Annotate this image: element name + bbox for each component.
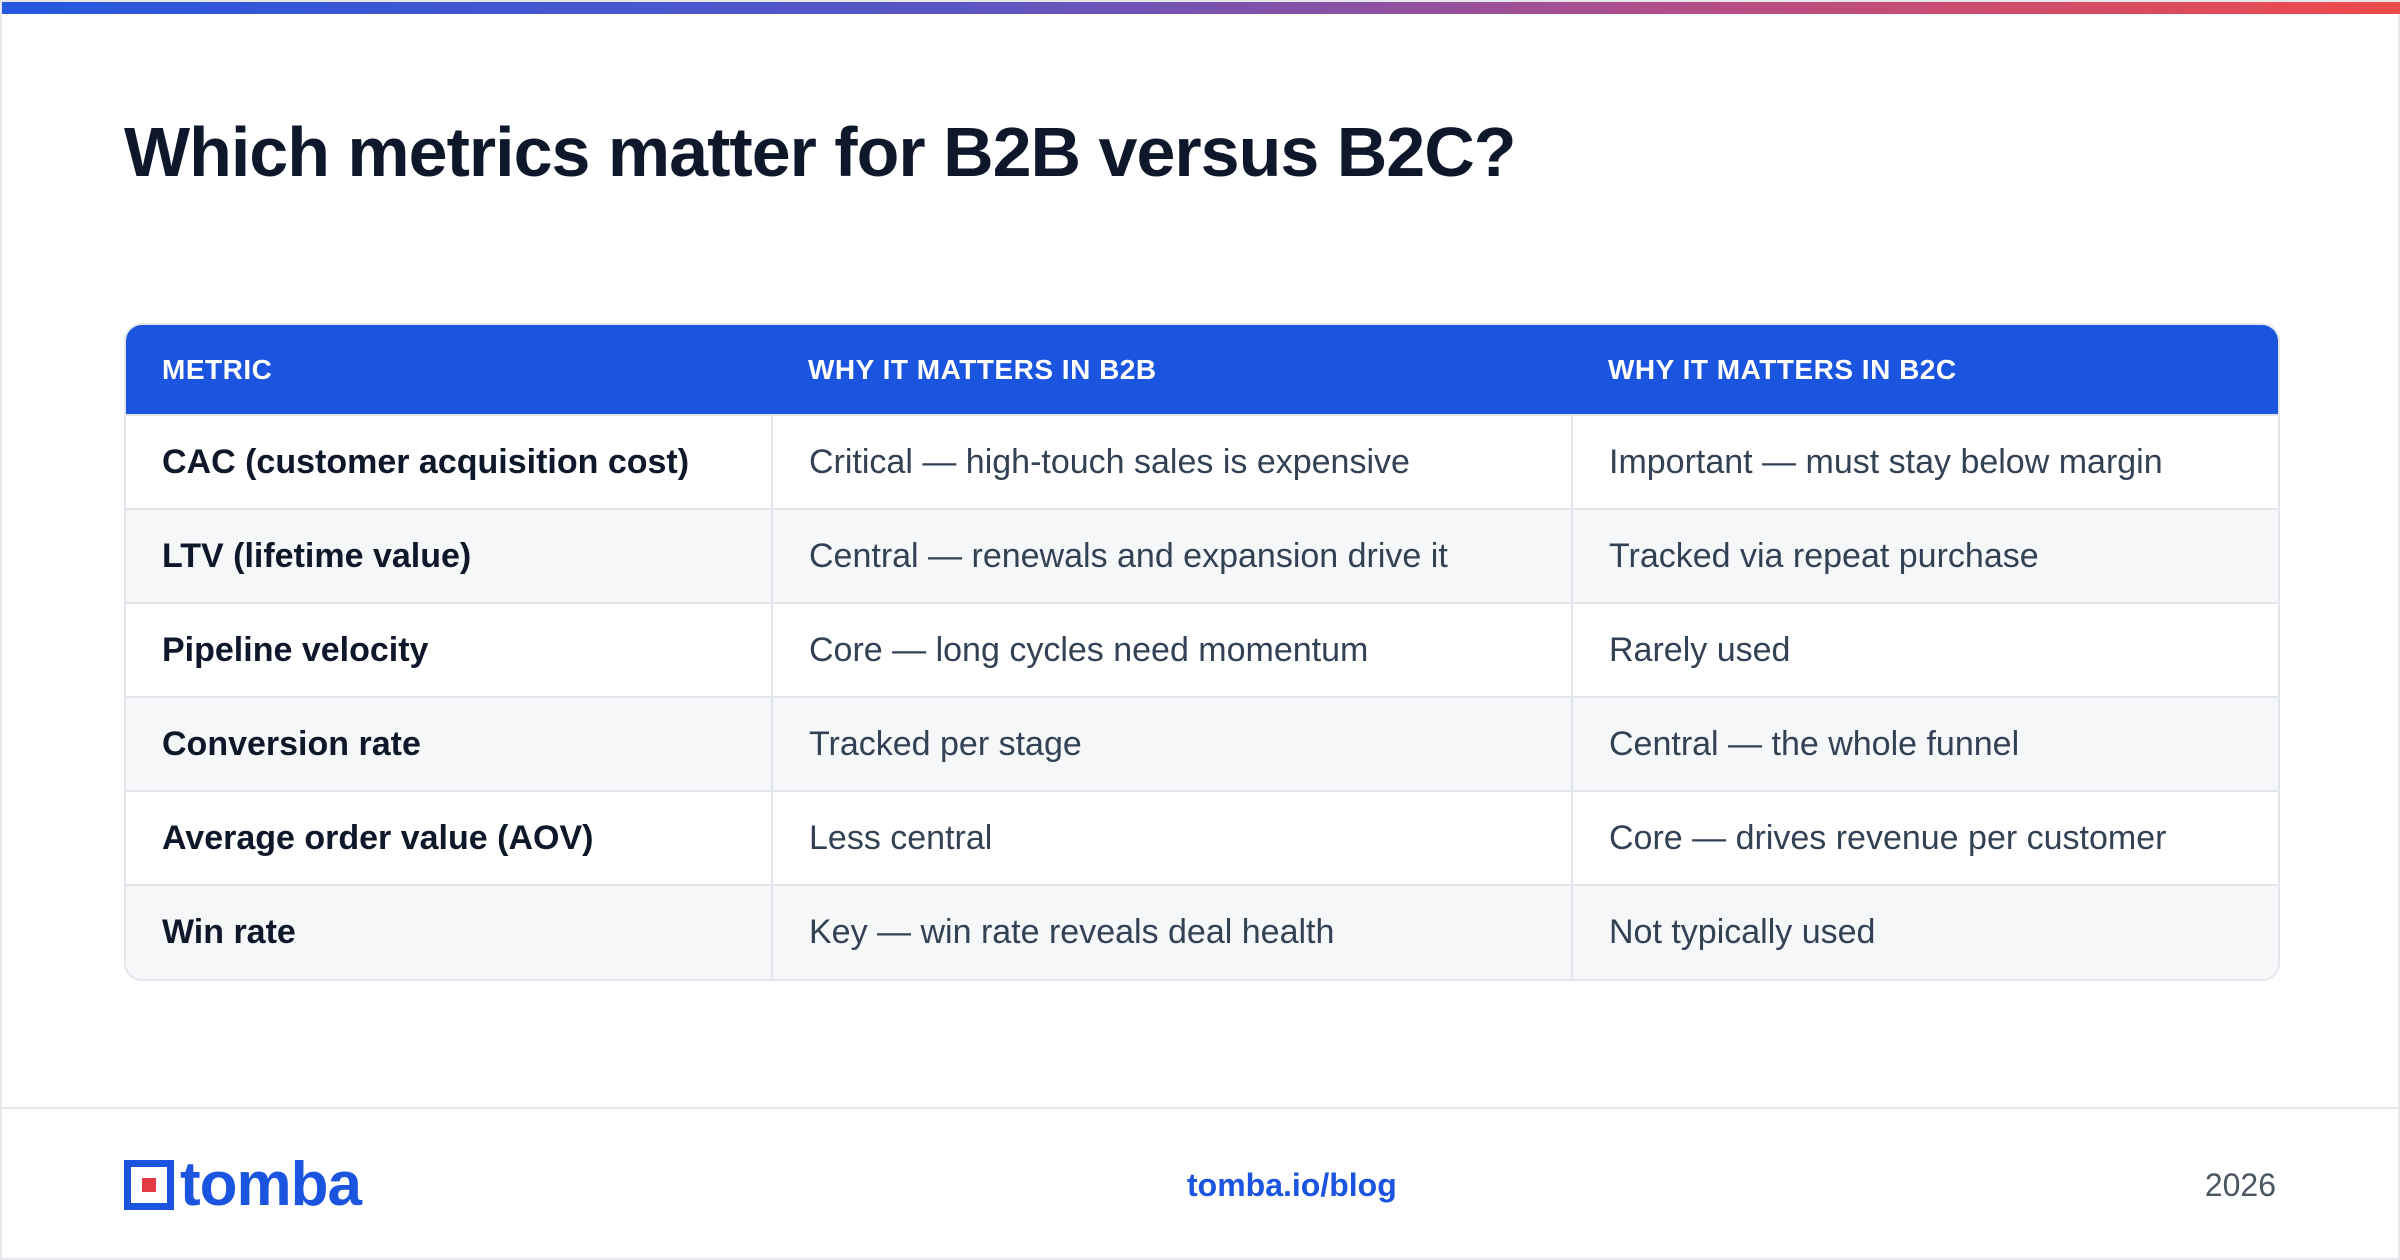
column-header-b2b: WHY IT MATTERS IN B2B [808,353,1157,385]
tomba-logo-icon [124,1160,174,1210]
table-header-row: METRIC WHY IT MATTERS IN B2B WHY IT MATT… [126,325,2278,415]
metric-cell: Pipeline velocity [126,602,772,697]
logo-mark-accent [142,1178,156,1192]
b2b-cell: Core — long cycles need momentum [771,602,1572,697]
accent-gradient-bar [2,2,2400,14]
table-row: CAC (customer acquisition cost) Critical… [126,414,2278,509]
metric-cell: Average order value (AOV) [126,790,772,885]
comparison-table: METRIC WHY IT MATTERS IN B2B WHY IT MATT… [124,323,2280,981]
b2b-cell: Central — renewals and expansion drive i… [771,508,1572,603]
footer-year: 2026 [2204,1167,2276,1203]
table-row: LTV (lifetime value) Central — renewals … [126,508,2278,603]
table-row: Pipeline velocity Core — long cycles nee… [126,602,2278,697]
tomba-logo[interactable]: tomba [124,1150,362,1219]
b2b-cell: Key — win rate reveals deal health [771,884,1572,979]
b2c-cell: Core — drives revenue per customer [1571,790,2278,885]
b2c-cell: Rarely used [1571,602,2278,697]
metric-cell: CAC (customer acquisition cost) [126,414,772,509]
table-row: Average order value (AOV) Less central C… [126,790,2278,885]
table-row: Win rate Key — win rate reveals deal hea… [126,884,2278,979]
b2b-cell: Tracked per stage [771,696,1572,791]
b2b-cell: Less central [771,790,1572,885]
table-row: Conversion rate Tracked per stage Centra… [126,696,2278,791]
b2b-cell: Critical — high-touch sales is expensive [771,414,1572,509]
metric-cell: Conversion rate [126,696,772,791]
logo-text: tomba [180,1150,362,1219]
b2c-cell: Central — the whole funnel [1571,696,2278,791]
metric-cell: LTV (lifetime value) [126,508,772,603]
page-title: Which metrics matter for B2B versus B2C? [124,113,1517,191]
b2c-cell: Tracked via repeat purchase [1571,508,2278,603]
metric-cell: Win rate [126,884,772,979]
column-header-b2c: WHY IT MATTERS IN B2C [1608,353,1957,385]
b2c-cell: Not typically used [1571,884,2278,979]
blog-link[interactable]: tomba.io/blog [1187,1167,1397,1203]
column-header-metric: METRIC [162,353,273,385]
b2c-cell: Important — must stay below margin [1571,414,2278,509]
footer-divider [2,1107,2400,1109]
